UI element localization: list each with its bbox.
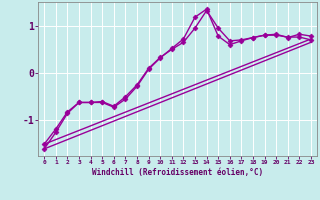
X-axis label: Windchill (Refroidissement éolien,°C): Windchill (Refroidissement éolien,°C) [92, 168, 263, 177]
